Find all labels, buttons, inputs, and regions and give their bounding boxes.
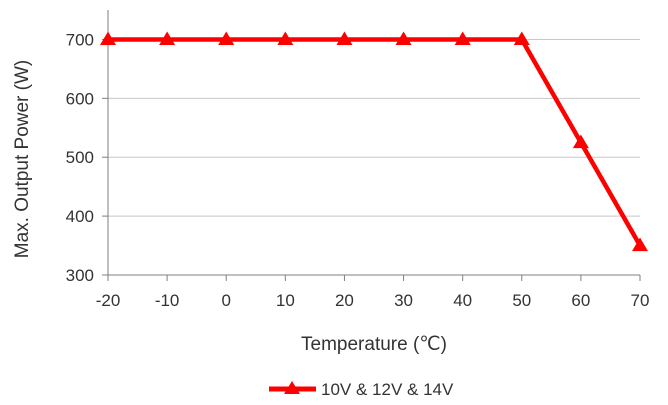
y-tick-label-700: 700 (66, 30, 94, 49)
x-tick-label-70: 70 (631, 291, 650, 310)
data-point-70 (632, 237, 648, 252)
axes (102, 10, 641, 281)
legend-label: 10V & 12V & 14V (321, 380, 454, 399)
x-tick-label-0: 0 (221, 291, 230, 310)
x-tick-label-20: 20 (335, 291, 354, 310)
x-tick-label-10: 10 (276, 291, 295, 310)
gridlines (108, 38, 640, 217)
x-tick-label--20: -20 (96, 291, 121, 310)
data-point-30 (395, 31, 412, 46)
x-tick-label-30: 30 (394, 291, 413, 310)
x-axis-title: Temperature (℃) (301, 334, 447, 355)
y-tick-label-400: 400 (66, 207, 94, 226)
y-tick-labels: 300 400 500 600 700 (66, 30, 94, 285)
x-tick-label-40: 40 (453, 291, 472, 310)
y-tick-label-600: 600 (66, 89, 94, 108)
data-point-10 (277, 31, 294, 46)
series-line-0 (108, 37, 642, 247)
x-tick-label-60: 60 (571, 291, 590, 310)
data-point--20 (100, 31, 116, 46)
data-point-20 (336, 31, 353, 46)
y-tick-label-300: 300 (66, 266, 94, 285)
data-point-60 (572, 134, 589, 149)
data-point--10 (159, 31, 176, 46)
y-axis-title: Max. Output Power (W) (12, 60, 33, 259)
x-tick-label--10: -10 (155, 291, 180, 310)
series-group (100, 31, 648, 252)
x-tick-label-50: 50 (512, 291, 531, 310)
data-point-40 (454, 31, 471, 46)
data-point-0 (218, 31, 235, 46)
legend: 10V & 12V & 14V (269, 380, 454, 399)
x-tick-labels: -20 -10 0 10 20 30 40 50 60 70 (96, 291, 650, 310)
legend-marker (284, 381, 300, 394)
y-tick-label-500: 500 (66, 148, 94, 167)
data-point-50 (513, 31, 530, 46)
